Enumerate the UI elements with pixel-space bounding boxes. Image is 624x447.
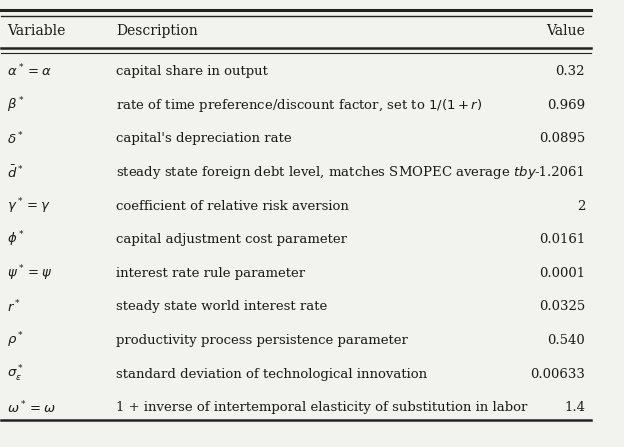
Text: capital's depreciation rate: capital's depreciation rate [116, 132, 292, 145]
Text: 1.4: 1.4 [564, 401, 585, 414]
Text: $\beta^*$: $\beta^*$ [7, 95, 25, 115]
Text: $\delta^*$: $\delta^*$ [7, 131, 24, 147]
Text: steady state foreign debt level, matches SMOPEC average $tby$: steady state foreign debt level, matches… [116, 164, 537, 181]
Text: 2: 2 [577, 199, 585, 212]
Text: interest rate rule parameter: interest rate rule parameter [116, 267, 306, 280]
Text: 0.00633: 0.00633 [530, 368, 585, 381]
Text: $\psi^* = \psi$: $\psi^* = \psi$ [7, 264, 52, 283]
Text: productivity process persistence parameter: productivity process persistence paramet… [116, 334, 408, 347]
Text: 0.0895: 0.0895 [539, 132, 585, 145]
Text: $\gamma^* = \gamma$: $\gamma^* = \gamma$ [7, 196, 51, 216]
Text: 0.0161: 0.0161 [539, 233, 585, 246]
Text: Value: Value [546, 24, 585, 38]
Text: $\alpha^* = \alpha$: $\alpha^* = \alpha$ [7, 63, 52, 80]
Text: Description: Description [116, 24, 198, 38]
Text: rate of time preference/discount factor, set to $1/(1+r)$: rate of time preference/discount factor,… [116, 97, 483, 114]
Text: capital adjustment cost parameter: capital adjustment cost parameter [116, 233, 348, 246]
Text: capital share in output: capital share in output [116, 65, 268, 78]
Text: 0.540: 0.540 [547, 334, 585, 347]
Text: 0.32: 0.32 [555, 65, 585, 78]
Text: $\omega^* = \omega$: $\omega^* = \omega$ [7, 400, 56, 416]
Text: coefficient of relative risk aversion: coefficient of relative risk aversion [116, 199, 349, 212]
Text: $\phi^*$: $\phi^*$ [7, 230, 25, 249]
Text: $\sigma^*_\varepsilon$: $\sigma^*_\varepsilon$ [7, 364, 24, 384]
Text: standard deviation of technological innovation: standard deviation of technological inno… [116, 368, 427, 381]
Text: 0.0325: 0.0325 [539, 300, 585, 313]
Text: 0.0001: 0.0001 [539, 267, 585, 280]
Text: $\bar{d}^*$: $\bar{d}^*$ [7, 164, 24, 181]
Text: $r^*$: $r^*$ [7, 299, 22, 315]
Text: Variable: Variable [7, 24, 66, 38]
Text: $\rho^*$: $\rho^*$ [7, 331, 24, 350]
Text: 0.969: 0.969 [547, 98, 585, 112]
Text: -1.2061: -1.2061 [534, 166, 585, 179]
Text: 1 + inverse of intertemporal elasticity of substitution in labor: 1 + inverse of intertemporal elasticity … [116, 401, 528, 414]
Text: steady state world interest rate: steady state world interest rate [116, 300, 328, 313]
